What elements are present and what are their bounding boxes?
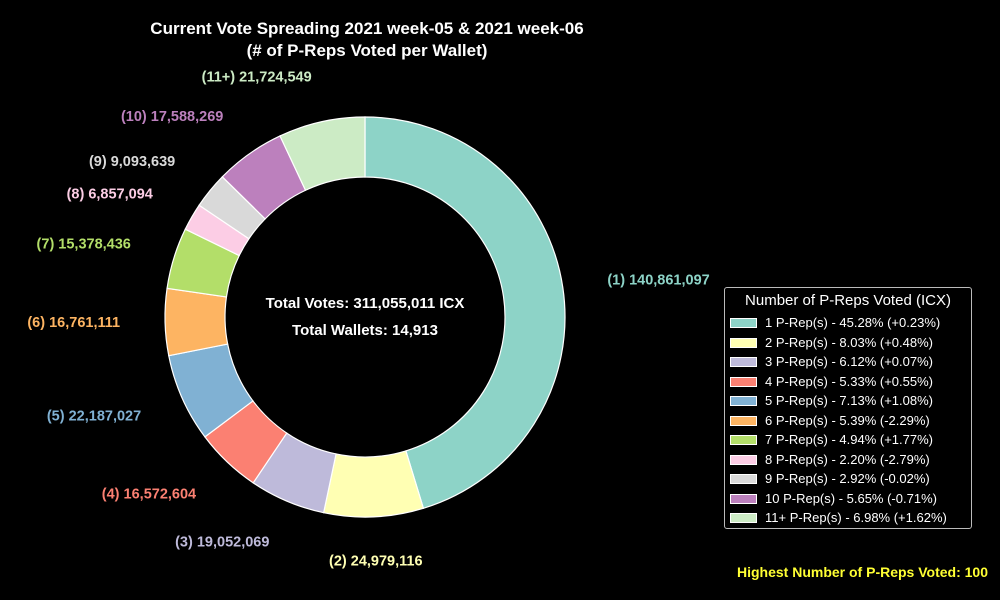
legend-label-11: 11+ P-Rep(s) - 6.98% (+1.62%)	[765, 510, 947, 525]
chart-title-line-1: Current Vote Spreading 2021 week-05 & 20…	[150, 19, 583, 38]
donut-slice-1	[364, 116, 566, 510]
legend-label-4: 4 P-Rep(s) - 5.33% (+0.55%)	[765, 373, 933, 389]
legend-swatch-10	[730, 493, 757, 504]
slice-label-1: (1) 140,861,097	[607, 273, 709, 289]
legend-swatch-1	[730, 318, 757, 328]
legend-items: 1 P-Rep(s) - 45.28% (+0.23%) 2 P-Rep(s) -…	[725, 313, 971, 528]
legend-swatch-3	[730, 357, 757, 367]
slice-label-2: (2) 24,979,116	[329, 554, 423, 570]
legend-item-6: 6 P-Rep(s) - 5.39% (-2.29%)	[725, 411, 971, 431]
legend-item-8: 8 P-Rep(s) - 2.20% (-2.79%)	[725, 450, 971, 470]
legend-item-3: 3 P-Rep(s) - 6.12% (+0.07%)	[725, 352, 971, 372]
slice-label-10: (10) 17,588,269	[121, 109, 223, 125]
slice-label-11: (11+) 21,724,549	[202, 70, 312, 86]
legend-label-7: 7 P-Rep(s) - 4.94% (+1.77%)	[765, 432, 933, 447]
donut-slice-2	[322, 450, 425, 518]
chart-title-line-2: (# of P-Reps Voted per Wallet)	[247, 41, 488, 60]
legend-swatch-5	[730, 396, 757, 406]
slice-label-5: (5) 22,187,027	[47, 408, 141, 424]
legend-label-5: 5 P-Rep(s) - 7.13% (+1.08%)	[765, 393, 933, 408]
highest-number-note: Highest Number of P-Reps Voted: 100	[736, 564, 988, 580]
chart-legend: Number of P-Reps Voted (ICX) 1 P-Rep(s) …	[724, 287, 972, 529]
legend-swatch-4	[730, 376, 757, 387]
total-votes-text: Total Votes: 311,055,011 ICX	[266, 295, 465, 312]
legend-label-10: 10 P-Rep(s) - 5.65% (-0.71%)	[765, 490, 937, 506]
legend-label-1: 1 P-Rep(s) - 45.28% (+0.23%)	[765, 315, 941, 330]
legend-swatch-9	[730, 474, 757, 484]
legend-swatch-8	[730, 454, 757, 465]
legend-swatch-7	[730, 435, 757, 445]
legend-item-1: 1 P-Rep(s) - 45.28% (+0.23%)	[725, 313, 971, 333]
slice-label-9: (9) 9,093,639	[89, 154, 175, 170]
legend-title: Number of P-Reps Voted (ICX)	[745, 292, 951, 309]
legend-swatch-2	[730, 337, 757, 348]
legend-item-2: 2 P-Rep(s) - 8.03% (+0.48%)	[725, 333, 971, 353]
legend-label-3: 3 P-Rep(s) - 6.12% (+0.07%)	[765, 354, 933, 369]
legend-item-4: 4 P-Rep(s) - 5.33% (+0.55%)	[725, 372, 971, 392]
donut-slice-6	[164, 287, 229, 357]
slice-label-3: (3) 19,052,069	[175, 534, 269, 550]
slice-label-7: (7) 15,378,436	[37, 237, 131, 253]
slice-label-6: (6) 16,761,111	[27, 315, 120, 331]
legend-item-9: 9 P-Rep(s) - 2.92% (-0.02%)	[725, 469, 971, 489]
legend-swatch-11	[730, 513, 757, 523]
legend-label-2: 2 P-Rep(s) - 8.03% (+0.48%)	[765, 334, 933, 350]
legend-label-8: 8 P-Rep(s) - 2.20% (-2.79%)	[765, 451, 930, 467]
donut-slices	[164, 116, 566, 518]
slice-labels: (1) 140,861,097 (2) 24,979,116 (3) 19,052,…	[27, 70, 709, 570]
total-wallets-text: Total Wallets: 14,913	[292, 322, 438, 339]
legend-swatch-6	[730, 415, 757, 426]
legend-label-6: 6 P-Rep(s) - 5.39% (-2.29%)	[765, 412, 930, 428]
legend-item-10: 10 P-Rep(s) - 5.65% (-0.71%)	[725, 489, 971, 509]
slice-label-8: (8) 6,857,094	[67, 186, 153, 202]
legend-item-5: 5 P-Rep(s) - 7.13% (+1.08%)	[725, 391, 971, 411]
legend-label-9: 9 P-Rep(s) - 2.92% (-0.02%)	[765, 471, 930, 486]
donut-slice-11	[279, 116, 366, 192]
legend-item-11: 11+ P-Rep(s) - 6.98% (+1.62%)	[725, 508, 971, 528]
slice-label-4: (4) 16,572,604	[102, 486, 196, 502]
legend-item-7: 7 P-Rep(s) - 4.94% (+1.77%)	[725, 430, 971, 450]
